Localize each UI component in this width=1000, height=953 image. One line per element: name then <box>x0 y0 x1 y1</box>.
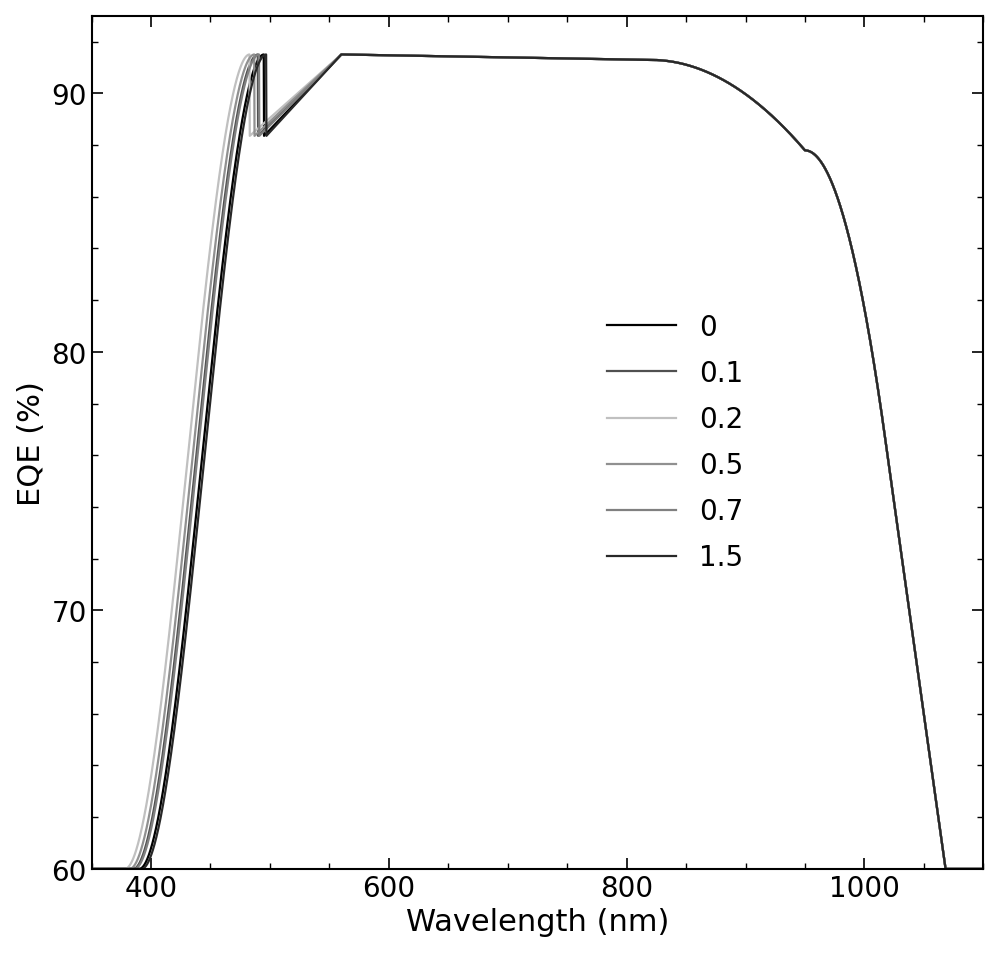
0.1 <box>86 863 98 875</box>
0.7 <box>86 863 98 875</box>
1.5 <box>977 863 989 875</box>
Y-axis label: EQE (%): EQE (%) <box>17 380 46 505</box>
0.7 <box>240 74 252 86</box>
0.1 <box>335 50 347 61</box>
0.5 <box>335 50 347 61</box>
0.1 <box>466 52 478 64</box>
0.2 <box>864 335 876 346</box>
Line: 0.7: 0.7 <box>92 55 983 869</box>
0.2 <box>86 863 98 875</box>
0 <box>86 863 98 875</box>
0.2 <box>335 50 347 61</box>
0.5 <box>428 51 440 63</box>
0.1 <box>240 71 252 82</box>
Line: 0.5: 0.5 <box>92 55 983 869</box>
Line: 0.1: 0.1 <box>92 55 983 869</box>
0 <box>960 863 972 875</box>
Line: 0.2: 0.2 <box>92 55 983 869</box>
Line: 0: 0 <box>92 55 983 869</box>
0 <box>428 51 440 63</box>
1.5 <box>466 52 478 64</box>
0.5 <box>977 863 989 875</box>
1.5 <box>864 335 876 346</box>
0.5 <box>864 335 876 346</box>
0.1 <box>187 479 199 491</box>
0 <box>240 94 252 106</box>
0.2 <box>977 863 989 875</box>
0.7 <box>960 863 972 875</box>
0.5 <box>960 863 972 875</box>
0 <box>977 863 989 875</box>
0 <box>187 537 199 549</box>
0.5 <box>86 863 98 875</box>
0.2 <box>960 863 972 875</box>
1.5 <box>86 863 98 875</box>
0 <box>864 335 876 346</box>
1.5 <box>240 107 252 118</box>
0.1 <box>960 863 972 875</box>
0.7 <box>977 863 989 875</box>
0.7 <box>335 50 347 61</box>
0.2 <box>240 51 252 63</box>
1.5 <box>960 863 972 875</box>
0.2 <box>466 52 478 64</box>
1.5 <box>428 51 440 63</box>
0.7 <box>187 491 199 502</box>
0 <box>335 50 347 61</box>
0.5 <box>187 444 199 456</box>
0.7 <box>864 335 876 346</box>
0.5 <box>466 52 478 64</box>
0.1 <box>977 863 989 875</box>
0.7 <box>428 51 440 63</box>
0.2 <box>187 398 199 410</box>
X-axis label: Wavelength (nm): Wavelength (nm) <box>406 907 669 937</box>
0 <box>466 52 478 64</box>
0.7 <box>466 52 478 64</box>
0.5 <box>240 60 252 71</box>
Line: 1.5: 1.5 <box>92 55 983 869</box>
1.5 <box>187 559 199 571</box>
0.1 <box>428 51 440 63</box>
1.5 <box>335 50 347 61</box>
0.1 <box>864 335 876 346</box>
0.2 <box>428 51 440 63</box>
Legend: 0, 0.1, 0.2, 0.5, 0.7, 1.5: 0, 0.1, 0.2, 0.5, 0.7, 1.5 <box>596 303 754 583</box>
